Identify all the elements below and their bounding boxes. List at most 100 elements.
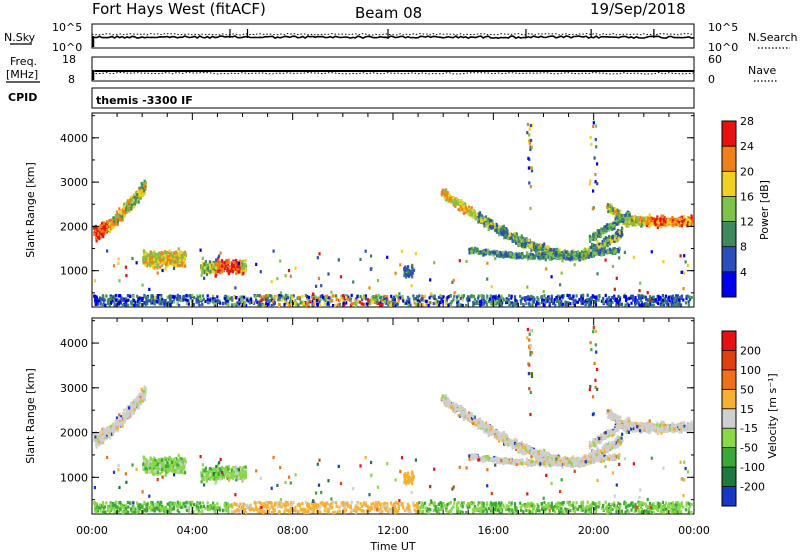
power-echo (125, 266, 127, 269)
power-echo (294, 302, 296, 305)
power-echo (271, 304, 273, 307)
power-echo (621, 303, 623, 306)
power-echo (619, 220, 621, 223)
power-echo (494, 257, 496, 260)
power-echo (405, 273, 407, 276)
power-echo (115, 298, 117, 301)
power-echo (538, 246, 540, 249)
power-echo (643, 217, 645, 220)
power-echo (605, 294, 607, 297)
power-echo (149, 257, 151, 260)
power-echo (666, 303, 668, 306)
power-echo (510, 236, 512, 239)
power-echo (245, 259, 247, 262)
power-echo (607, 210, 609, 213)
power-echo (502, 233, 504, 236)
power-echo (483, 295, 485, 298)
power-echo (616, 300, 618, 303)
power-echo (676, 222, 678, 225)
power-echo (129, 295, 131, 298)
power-echo (231, 269, 233, 272)
power-echo (100, 302, 102, 305)
power-echo (159, 296, 161, 299)
power-echo (537, 302, 539, 305)
power-echo (674, 303, 676, 306)
power-echo (685, 220, 687, 223)
power-echo (605, 259, 607, 262)
power-echo (274, 296, 276, 299)
power-echo (408, 298, 410, 301)
power-echo (655, 298, 657, 301)
power-echo (521, 252, 523, 255)
power-echo (124, 211, 126, 214)
power-echo (571, 252, 573, 255)
power-echo (587, 294, 589, 297)
power-echo (673, 222, 675, 225)
power-echo (143, 250, 145, 253)
power-echo (295, 267, 297, 270)
power-echo (485, 222, 487, 225)
power-echo (532, 253, 534, 256)
power-echo (574, 299, 576, 302)
power-echo (524, 255, 526, 258)
power-echo (592, 125, 594, 128)
power-echo (572, 295, 574, 298)
power-echo (589, 179, 591, 182)
power-echo (242, 260, 244, 263)
power-echo (225, 265, 227, 268)
power-echo (134, 199, 136, 202)
power-echo (598, 298, 600, 301)
power-echo (686, 295, 688, 298)
power-echo (125, 300, 127, 303)
power-echo (618, 256, 620, 259)
power-echo (621, 218, 623, 221)
power-echo (676, 303, 678, 306)
cpid-panel: CPID themis -3300 IF (8, 88, 694, 108)
power-echo (522, 303, 524, 306)
power-echo (279, 296, 281, 299)
power-echo (617, 221, 619, 224)
power-echo (576, 294, 578, 297)
power-echo (494, 301, 496, 304)
power-echo (110, 296, 112, 299)
power-echo (686, 218, 688, 221)
power-echo (545, 246, 547, 249)
power-echo (387, 301, 389, 304)
power-echo (122, 299, 124, 302)
power-echo (596, 231, 598, 234)
power-echo (166, 262, 168, 265)
power-echo (434, 295, 436, 298)
power-echo (654, 221, 656, 224)
power-echo (662, 260, 664, 263)
power-echo (127, 299, 129, 302)
noise-right-tick-top: 10^5 (708, 21, 738, 34)
power-echo (178, 253, 180, 256)
power-echo (241, 295, 243, 298)
power-echo (585, 302, 587, 305)
power-echo (593, 248, 595, 251)
power-echo (133, 299, 135, 302)
power-echo (551, 295, 553, 298)
power-echo (255, 299, 257, 302)
power-echo (618, 214, 620, 217)
power-echo (525, 302, 527, 305)
power-echo (613, 251, 615, 254)
power-echo (506, 299, 508, 302)
power-echo (271, 280, 273, 283)
power-echo (605, 225, 607, 228)
power-echo (611, 296, 613, 299)
power-echo (556, 300, 558, 303)
power-echo (638, 295, 640, 298)
power-echo (422, 303, 424, 306)
power-echo (470, 213, 472, 216)
power-echo (494, 296, 496, 299)
power-echo (215, 267, 217, 270)
power-echo (200, 298, 202, 301)
power-echo (430, 292, 432, 295)
power-echo (105, 294, 107, 297)
power-echo (539, 256, 541, 259)
power-echo (367, 298, 369, 301)
power-echo (561, 295, 563, 298)
power-echo (122, 304, 124, 307)
